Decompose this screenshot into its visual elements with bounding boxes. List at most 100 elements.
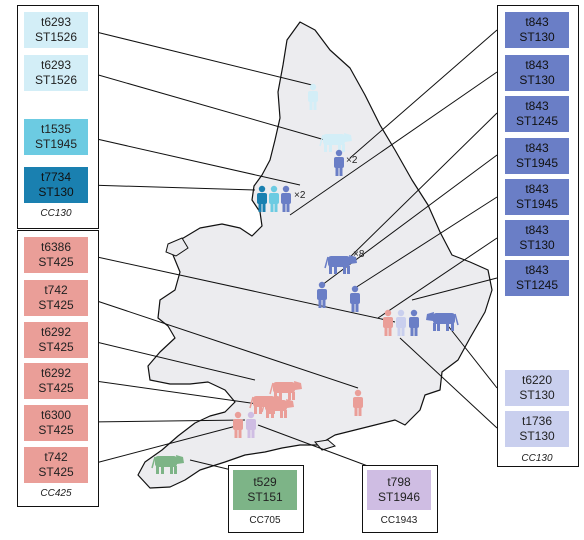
person-icon-cumbria <box>308 83 318 110</box>
group-name-cc130-left: CC130 <box>40 208 72 219</box>
cc425-label-5-st: ST425 <box>38 465 74 479</box>
cc130-left-label-1: t6293 ST1526 <box>24 55 88 91</box>
person-icon-south <box>353 389 363 416</box>
connector-line-5 <box>289 71 498 216</box>
cc425-label-1-st: ST425 <box>38 298 74 312</box>
cc425-label-2-st: ST425 <box>38 340 74 354</box>
count-x8: ×8 <box>353 249 365 260</box>
group-name-cc1943: CC1943 <box>380 515 418 526</box>
person-icon-east-2 <box>396 309 406 336</box>
person-icon-lancs-3 <box>281 185 291 212</box>
connector-line-17 <box>87 419 246 423</box>
cc130-right-label-2-st: ST1245 <box>515 114 559 128</box>
cc425-label-0-t: t6386 <box>40 240 72 254</box>
cc130-right-label-5: t843 ST130 <box>505 220 569 256</box>
cow-icon-sw-3 <box>261 399 294 418</box>
person-icon-sw-1 <box>233 411 243 438</box>
cc130-left-label-1-st: ST1526 <box>34 73 78 87</box>
england-wales-map <box>137 21 493 489</box>
cow-icon-cornwall <box>151 455 184 474</box>
cc425-label-5-t: t742 <box>44 450 68 464</box>
cc130-right-label-3-st: ST1945 <box>515 156 559 170</box>
count-x2-a: ×2 <box>346 155 358 166</box>
cc130-right-label-6-st: ST1245 <box>515 278 559 292</box>
cc130-left-label-2-t: t1535 <box>40 122 72 136</box>
label-cc1943: t798 ST1946 <box>367 470 431 510</box>
cc130-right-label-8-st: ST130 <box>519 429 555 443</box>
cc130-left-label-1-t: t6293 <box>40 58 72 72</box>
label-cc1943-t: t798 <box>387 475 411 489</box>
cc130-right-label-5-t: t843 <box>525 223 549 237</box>
connector-line-14 <box>87 297 359 389</box>
cc425-label-2: t6292 ST425 <box>24 322 88 358</box>
connector-line-4 <box>349 29 498 159</box>
cc130-right-label-0-st: ST130 <box>519 30 555 44</box>
connector-line-9 <box>377 237 498 319</box>
cc425-label-0-st: ST425 <box>38 255 74 269</box>
cc130-right-label-7-st: ST130 <box>519 388 555 402</box>
group-name-cc130-right: CC130 <box>521 453 553 464</box>
label-cc1943-st: ST1946 <box>377 490 421 504</box>
connector-line-16 <box>87 379 266 406</box>
cc130-right-label-6: t843 ST1245 <box>505 260 569 296</box>
connector-line-3 <box>87 184 256 191</box>
person-icon-lancs-2 <box>269 185 279 212</box>
cc130-left-label-0-st: ST1526 <box>34 30 78 44</box>
cc425-label-3: t6292 ST425 <box>24 363 88 399</box>
connector-line-8 <box>354 196 498 289</box>
cc425-label-3-t: t6292 <box>40 366 72 380</box>
cc425-label-5: t742 ST425 <box>24 447 88 483</box>
connector-line-6 <box>344 112 498 263</box>
cc130-left-label-2-st: ST1945 <box>34 137 78 151</box>
label-cc705-st: ST151 <box>247 490 283 504</box>
connector-line-15 <box>87 339 256 381</box>
cc130-right-label-3-t: t843 <box>525 141 549 155</box>
cc130-left-label-3-st: ST130 <box>38 185 74 199</box>
count-x2-b: ×2 <box>294 190 306 201</box>
cc130-right-label-7-t: t6220 <box>521 373 553 387</box>
cow-icon-midlands <box>324 255 357 274</box>
cc130-left-label-3: t7734 ST130 <box>24 167 88 203</box>
person-icon-east-3 <box>409 309 419 336</box>
cc425-label-4-st: ST425 <box>38 423 74 437</box>
cc425-label-1: t742 ST425 <box>24 280 88 316</box>
connector-line-0 <box>87 29 313 86</box>
cc130-right-label-8-t: t1736 <box>521 414 553 428</box>
label-cc705-t: t529 <box>253 475 277 489</box>
cc130-left-label-2: t1535 ST1945 <box>24 119 88 155</box>
cc425-label-2-t: t6292 <box>40 325 72 339</box>
cc130-right-label-4-t: t843 <box>525 182 549 196</box>
cc425-label-4: t6300 ST425 <box>24 405 88 441</box>
cow-icon-east <box>426 312 459 331</box>
cc130-right-label-7: t6220 ST130 <box>505 370 569 406</box>
cc425-label-3-st: ST425 <box>38 381 74 395</box>
group-name-cc705: CC705 <box>249 515 281 526</box>
cc425-label-4-t: t6300 <box>40 408 72 422</box>
cc130-right-label-1-st: ST130 <box>519 73 555 87</box>
map-icons <box>151 83 459 474</box>
cc130-right-label-6-t: t843 <box>525 263 549 277</box>
cc130-right-label-5-st: ST130 <box>519 238 555 252</box>
person-icon-midlands-2 <box>350 285 360 312</box>
isle-of-wight <box>314 439 337 451</box>
cc130-left-label-0: t6293 ST1526 <box>24 12 88 48</box>
cc425-label-0: t6386 ST425 <box>24 237 88 273</box>
anglesey <box>165 237 189 257</box>
person-icon-lancs-1 <box>257 185 267 212</box>
cc130-right-label-2: t843 ST1245 <box>505 96 569 132</box>
connector-line-12 <box>399 337 498 429</box>
cow-icon-north <box>319 133 352 152</box>
cc130-right-label-0-t: t843 <box>525 15 549 29</box>
label-cc705: t529 ST151 <box>233 470 297 510</box>
cc130-right-label-3: t843 ST1945 <box>505 138 569 174</box>
connector-line-13 <box>87 254 396 323</box>
connector-line-2 <box>87 136 301 186</box>
cc130-right-label-4-st: ST1945 <box>515 197 559 211</box>
cc130-right-label-4: t843 ST1945 <box>505 179 569 215</box>
connector-line-10 <box>411 277 498 301</box>
person-icon-sw-2 <box>246 411 256 438</box>
cc130-left-label-3-t: t7734 <box>40 170 72 184</box>
cc130-right-label-1: t843 ST130 <box>505 55 569 91</box>
